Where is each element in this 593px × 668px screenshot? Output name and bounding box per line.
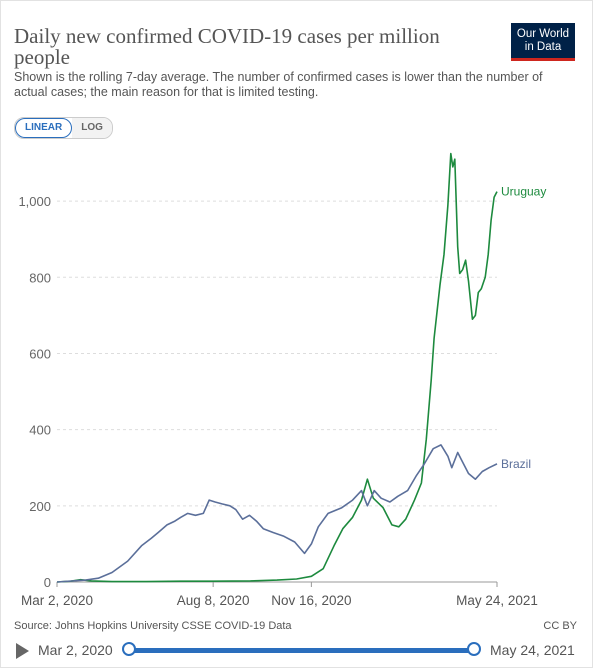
source-note[interactable]: Source: Johns Hopkins University CSSE CO…: [14, 620, 292, 632]
log-scale-button[interactable]: LOG: [72, 118, 112, 138]
linear-scale-button[interactable]: LINEAR: [15, 118, 73, 138]
license-link[interactable]: CC BY: [543, 620, 577, 632]
y-tick-label: 400: [29, 423, 51, 438]
line-chart: 0 200 400 600 800 1,000 Mar 2, 2020 Aug 8, 2020…: [18, 152, 546, 608]
y-tick-label: 1,000: [18, 194, 51, 209]
timeline-start-handle[interactable]: [122, 642, 136, 656]
x-tick-label: Mar 2, 2020: [21, 593, 93, 608]
series-label-uruguay: Uruguay: [501, 185, 546, 199]
timeline-track[interactable]: [128, 648, 474, 653]
y-tick-label: 0: [44, 575, 51, 590]
timeline: Mar 2, 2020 May 24, 2021: [0, 640, 593, 662]
logo-line-1: Our World: [516, 28, 570, 40]
chart-title: Daily new confirmed COVID-19 cases per m…: [14, 24, 440, 69]
timeline-start-label: Mar 2, 2020: [38, 642, 113, 658]
x-tick-label: Nov 16, 2020: [271, 593, 351, 608]
owid-logo[interactable]: Our World in Data: [511, 23, 575, 61]
timeline-end-handle[interactable]: [467, 642, 481, 656]
series-line-uruguay: [56, 152, 498, 583]
logo-line-2: in Data: [524, 40, 562, 53]
y-tick-label: 600: [29, 346, 51, 361]
scale-toggle: LINEAR LOG: [14, 117, 113, 139]
y-tick-label: 200: [29, 499, 51, 514]
x-tick-label: May 24, 2021: [456, 593, 538, 608]
chart-subtitle: Shown is the rolling 7-day average. The …: [14, 70, 543, 99]
y-tick-label: 800: [29, 270, 51, 285]
x-tick-label: Aug 8, 2020: [177, 593, 250, 608]
timeline-end-label: May 24, 2021: [490, 642, 575, 658]
series-line-brazil: [56, 444, 498, 583]
play-icon[interactable]: [16, 643, 29, 659]
series-label-brazil: Brazil: [501, 457, 531, 471]
